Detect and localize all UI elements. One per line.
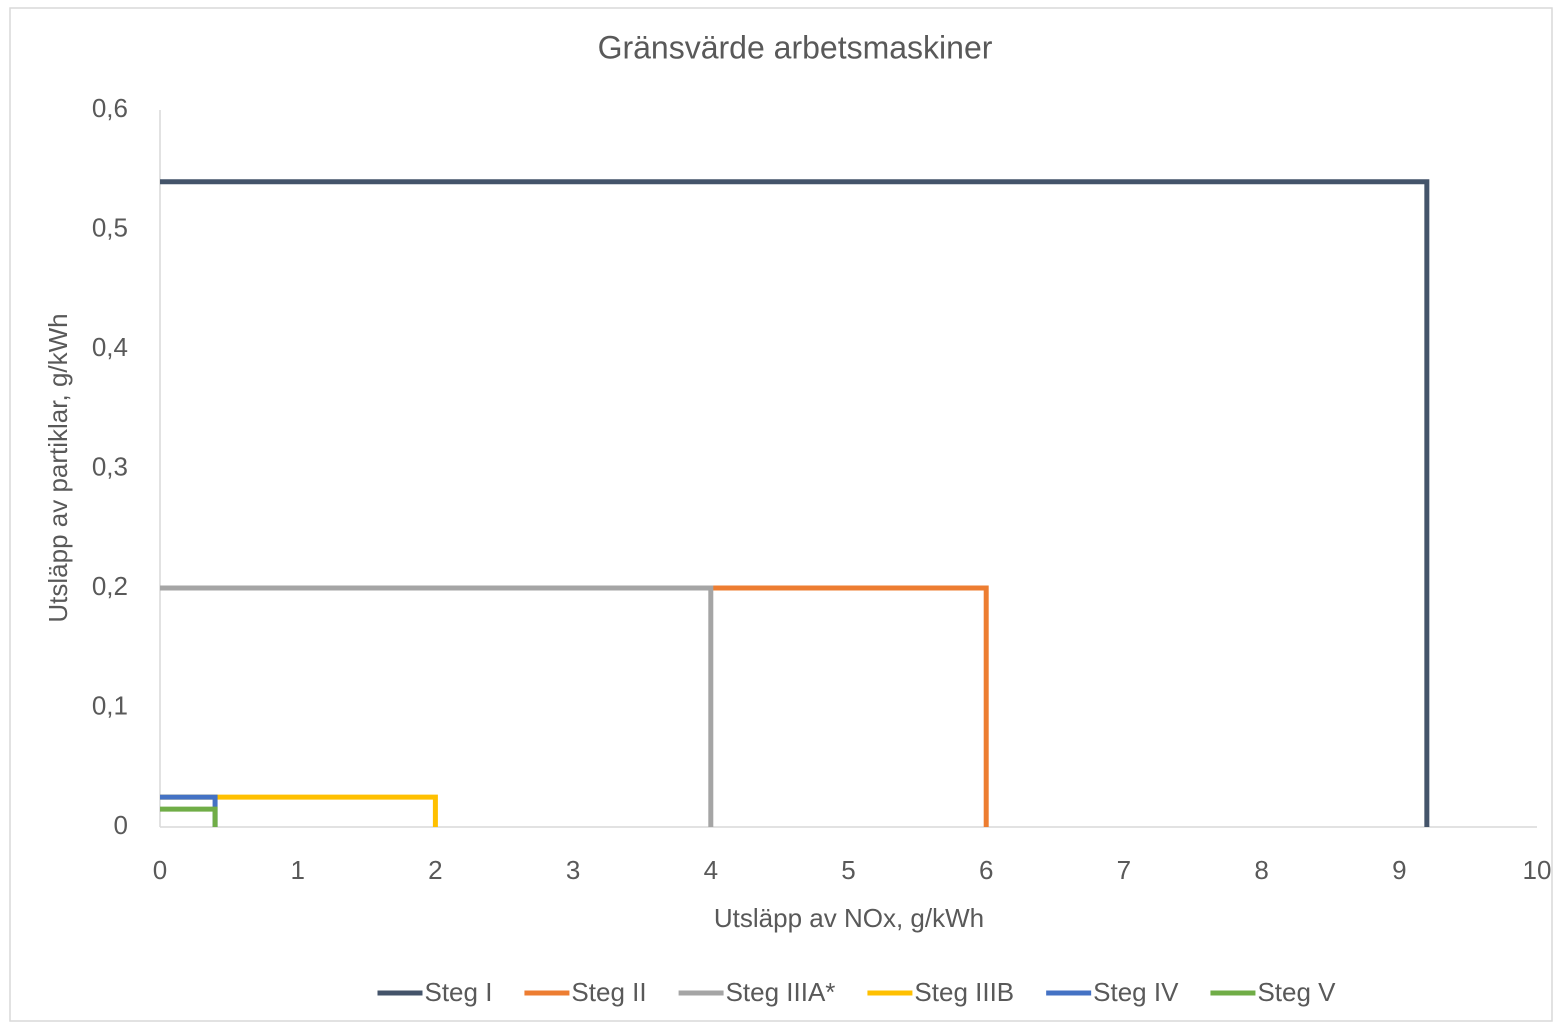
- x-tick-label: 2: [428, 855, 442, 885]
- y-tick-label: 0,6: [92, 93, 128, 123]
- x-axis-label: Utsläpp av NOx, g/kWh: [714, 903, 984, 933]
- x-tick-label: 4: [704, 855, 718, 885]
- x-tick-label: 3: [566, 855, 580, 885]
- y-tick-label: 0,3: [92, 451, 128, 481]
- x-tick-label: 0: [153, 855, 167, 885]
- y-tick-label: 0,5: [92, 212, 128, 242]
- series-line: [160, 179, 1430, 827]
- legend-label: Steg IIIA*: [726, 977, 836, 1007]
- x-tick-label: 9: [1392, 855, 1406, 885]
- series-line: [160, 794, 438, 827]
- series-line: [160, 806, 218, 827]
- x-tick-label: 10: [1523, 855, 1552, 885]
- y-tick-label: 0,2: [92, 571, 128, 601]
- legend-label: Steg I: [424, 977, 492, 1007]
- y-axis-label: Utsläpp av partiklar, g/kWh: [43, 313, 73, 622]
- legend-label: Steg IIIB: [914, 977, 1014, 1007]
- x-tick-label: 7: [1117, 855, 1131, 885]
- x-tick-label: 1: [290, 855, 304, 885]
- x-tick-label: 8: [1254, 855, 1268, 885]
- y-tick-label: 0,4: [92, 332, 128, 362]
- chart-title: Gränsvärde arbetsmaskiner: [598, 29, 993, 65]
- legend-label: Steg II: [571, 977, 646, 1007]
- y-tick-label: 0: [114, 810, 128, 840]
- y-tick-label: 0,1: [92, 690, 128, 720]
- series-line: [160, 585, 714, 827]
- legend-label: Steg V: [1257, 977, 1336, 1007]
- legend-label: Steg IV: [1093, 977, 1179, 1007]
- chart-border: [9, 7, 1553, 1022]
- x-tick-label: 6: [979, 855, 993, 885]
- x-tick-label: 5: [841, 855, 855, 885]
